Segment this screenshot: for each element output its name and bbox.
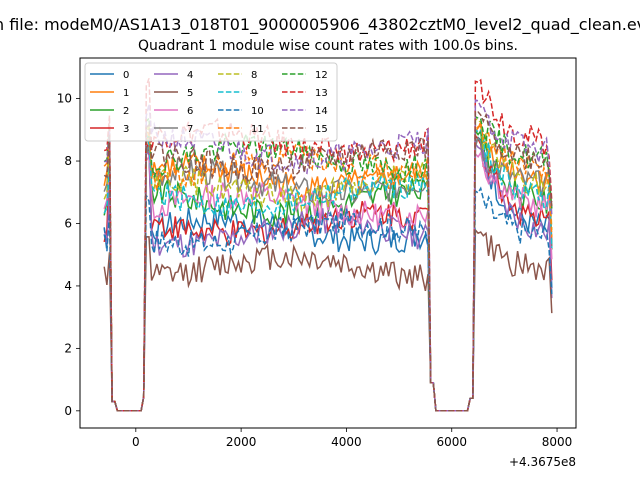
legend-label-11: 11 xyxy=(251,124,264,135)
series-line-8 xyxy=(103,116,553,412)
x-tick-label: 8000 xyxy=(542,435,573,449)
legend-label-10: 10 xyxy=(251,106,264,117)
chart-title: Quadrant 1 module wise count rates with … xyxy=(138,38,518,54)
legend-label-8: 8 xyxy=(251,70,257,81)
y-tick-label: 8 xyxy=(64,154,72,168)
legend-label-1: 1 xyxy=(123,88,129,99)
legend-label-3: 3 xyxy=(123,124,129,135)
series-line-3 xyxy=(103,133,553,412)
legend-label-0: 0 xyxy=(123,70,129,81)
figure-suptitle: n file: modeM0/AS1A13_018T01_9000005906_… xyxy=(0,15,640,35)
y-tick-label: 6 xyxy=(64,216,72,230)
y-tick-label: 4 xyxy=(64,279,72,293)
legend-label-12: 12 xyxy=(315,70,328,81)
x-tick-label: 0 xyxy=(132,435,140,449)
x-offset-label: +4.3675e8 xyxy=(509,455,576,469)
legend-label-7: 7 xyxy=(187,124,193,135)
x-tick-label: 2000 xyxy=(226,435,257,449)
legend-label-6: 6 xyxy=(187,106,193,117)
legend-label-2: 2 xyxy=(123,106,129,117)
series-line-5 xyxy=(103,227,553,412)
y-tick-label: 0 xyxy=(64,404,72,418)
legend-label-9: 9 xyxy=(251,88,257,99)
legend-label-15: 15 xyxy=(315,124,328,135)
legend-label-4: 4 xyxy=(187,70,193,81)
legend-frame xyxy=(84,62,338,142)
series-line-14 xyxy=(104,99,553,412)
x-tick-label: 6000 xyxy=(436,435,467,449)
plot-frame xyxy=(79,57,577,429)
series-line-12 xyxy=(103,115,553,412)
legend-label-5: 5 xyxy=(187,88,193,99)
series-line-6 xyxy=(103,150,553,412)
series-line-9 xyxy=(103,128,553,412)
y-axis: 0 2 4 6 8 10 xyxy=(57,92,80,418)
series-line-10 xyxy=(103,186,553,412)
x-axis: 0 2000 4000 6000 8000 xyxy=(132,428,572,449)
y-tick-label: 10 xyxy=(57,92,72,106)
y-tick-label: 2 xyxy=(64,341,72,355)
legend-label-14: 14 xyxy=(315,106,328,117)
x-tick-label: 4000 xyxy=(331,435,362,449)
series-line-15 xyxy=(103,110,553,412)
legend-label-13: 13 xyxy=(315,88,328,99)
